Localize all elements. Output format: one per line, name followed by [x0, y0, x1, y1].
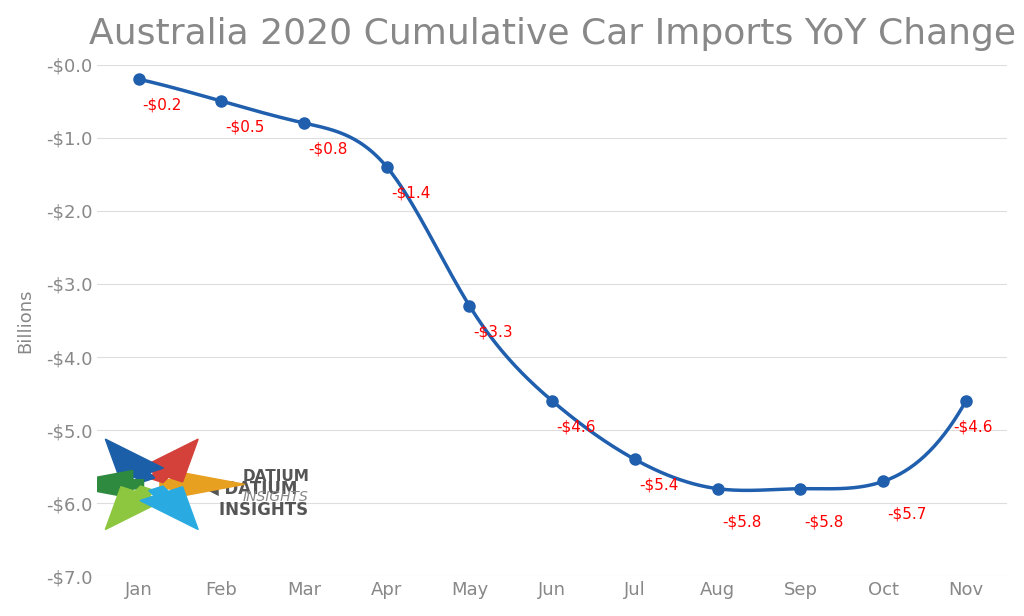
Text: -$4.6: -$4.6 [953, 419, 993, 434]
Point [461, 301, 477, 311]
Point [710, 484, 726, 493]
Point [544, 396, 560, 406]
Point [130, 74, 146, 84]
Text: -$0.8: -$0.8 [308, 141, 347, 156]
Point [379, 162, 395, 172]
Text: -$5.8: -$5.8 [805, 514, 844, 529]
Text: -$5.7: -$5.7 [888, 507, 927, 522]
FancyArrow shape [160, 471, 245, 498]
Text: -$4.6: -$4.6 [556, 419, 596, 434]
Title: Australia 2020 Cumulative Car Imports YoY Change: Australia 2020 Cumulative Car Imports Yo… [89, 17, 1016, 51]
FancyArrow shape [59, 471, 143, 498]
Point [876, 476, 892, 486]
FancyArrow shape [105, 439, 164, 482]
Point [957, 396, 974, 406]
Point [213, 96, 229, 106]
Point [296, 118, 312, 128]
Text: ◀ DATIUM
    INSIGHTS: ◀ DATIUM INSIGHTS [196, 480, 308, 519]
Text: -$1.4: -$1.4 [391, 185, 430, 200]
FancyArrow shape [105, 486, 164, 530]
Point [793, 484, 809, 493]
Text: -$5.4: -$5.4 [639, 478, 679, 493]
Text: -$0.5: -$0.5 [225, 120, 265, 134]
Text: -$5.8: -$5.8 [722, 514, 761, 529]
FancyArrow shape [140, 486, 199, 530]
Text: INSIGHTS: INSIGHTS [243, 490, 308, 504]
Text: DATIUM: DATIUM [243, 469, 309, 484]
FancyArrow shape [140, 439, 199, 482]
Point [627, 455, 643, 464]
Text: -$0.2: -$0.2 [142, 97, 182, 112]
Text: -$3.3: -$3.3 [474, 324, 513, 339]
Y-axis label: Billions: Billions [16, 288, 35, 353]
